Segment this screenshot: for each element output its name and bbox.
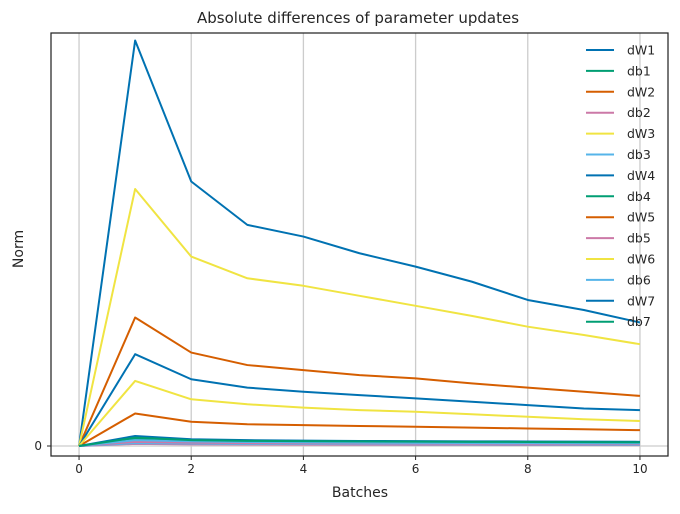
series-line-dW4 xyxy=(78,353,640,447)
chart-title: Absolute differences of parameter update… xyxy=(197,9,519,27)
x-tick-label: 10 xyxy=(632,462,647,476)
series-line-dW6 xyxy=(78,379,640,447)
series-line-db7 xyxy=(78,436,640,447)
legend-label-dW2: dW2 xyxy=(627,84,655,99)
legend-label-db1: db1 xyxy=(627,63,651,78)
legend-label-db3: db3 xyxy=(627,147,651,162)
legend: dW1 db1 dW2 db2 dW3 db3 dW4 db4 dW5 db5 dW6 db6 dW7 d… xyxy=(586,43,655,329)
x-tick-label: 6 xyxy=(412,462,420,476)
plot-frame xyxy=(50,32,669,457)
y-axis-label: Norm xyxy=(11,230,27,268)
x-axis-label: Batches xyxy=(332,485,388,501)
legend-label-dW7: dW7 xyxy=(627,293,655,308)
legend-label-db5: db5 xyxy=(627,231,651,246)
legend-label-dW5: dW5 xyxy=(627,210,655,225)
x-tick-label: 8 xyxy=(524,462,532,476)
legend-label-dW6: dW6 xyxy=(627,252,655,267)
legend-label-db6: db6 xyxy=(627,272,651,287)
x-tick-label: 2 xyxy=(187,462,195,476)
series-line-dW3 xyxy=(78,188,641,447)
x-tick-label: 4 xyxy=(300,462,308,476)
series-line-dW2 xyxy=(78,316,641,447)
y-axis-ticks: 0 xyxy=(34,439,51,453)
x-tick-label: 0 xyxy=(75,462,83,476)
legend-label-db7: db7 xyxy=(627,314,651,329)
legend-label-dW3: dW3 xyxy=(627,126,655,141)
x-axis-ticks: 0 2 4 6 8 10 xyxy=(75,456,648,476)
series-line-dW5 xyxy=(78,412,640,447)
legend-label-dW4: dW4 xyxy=(627,168,655,183)
legend-label-db4: db4 xyxy=(627,189,651,204)
series-line-db6 xyxy=(78,439,640,447)
series-lines xyxy=(78,39,641,447)
legend-label-dW1: dW1 xyxy=(627,43,655,58)
legend-label-db2: db2 xyxy=(627,105,651,120)
series-line-dW1 xyxy=(78,39,641,447)
y-tick-label: 0 xyxy=(34,439,42,453)
